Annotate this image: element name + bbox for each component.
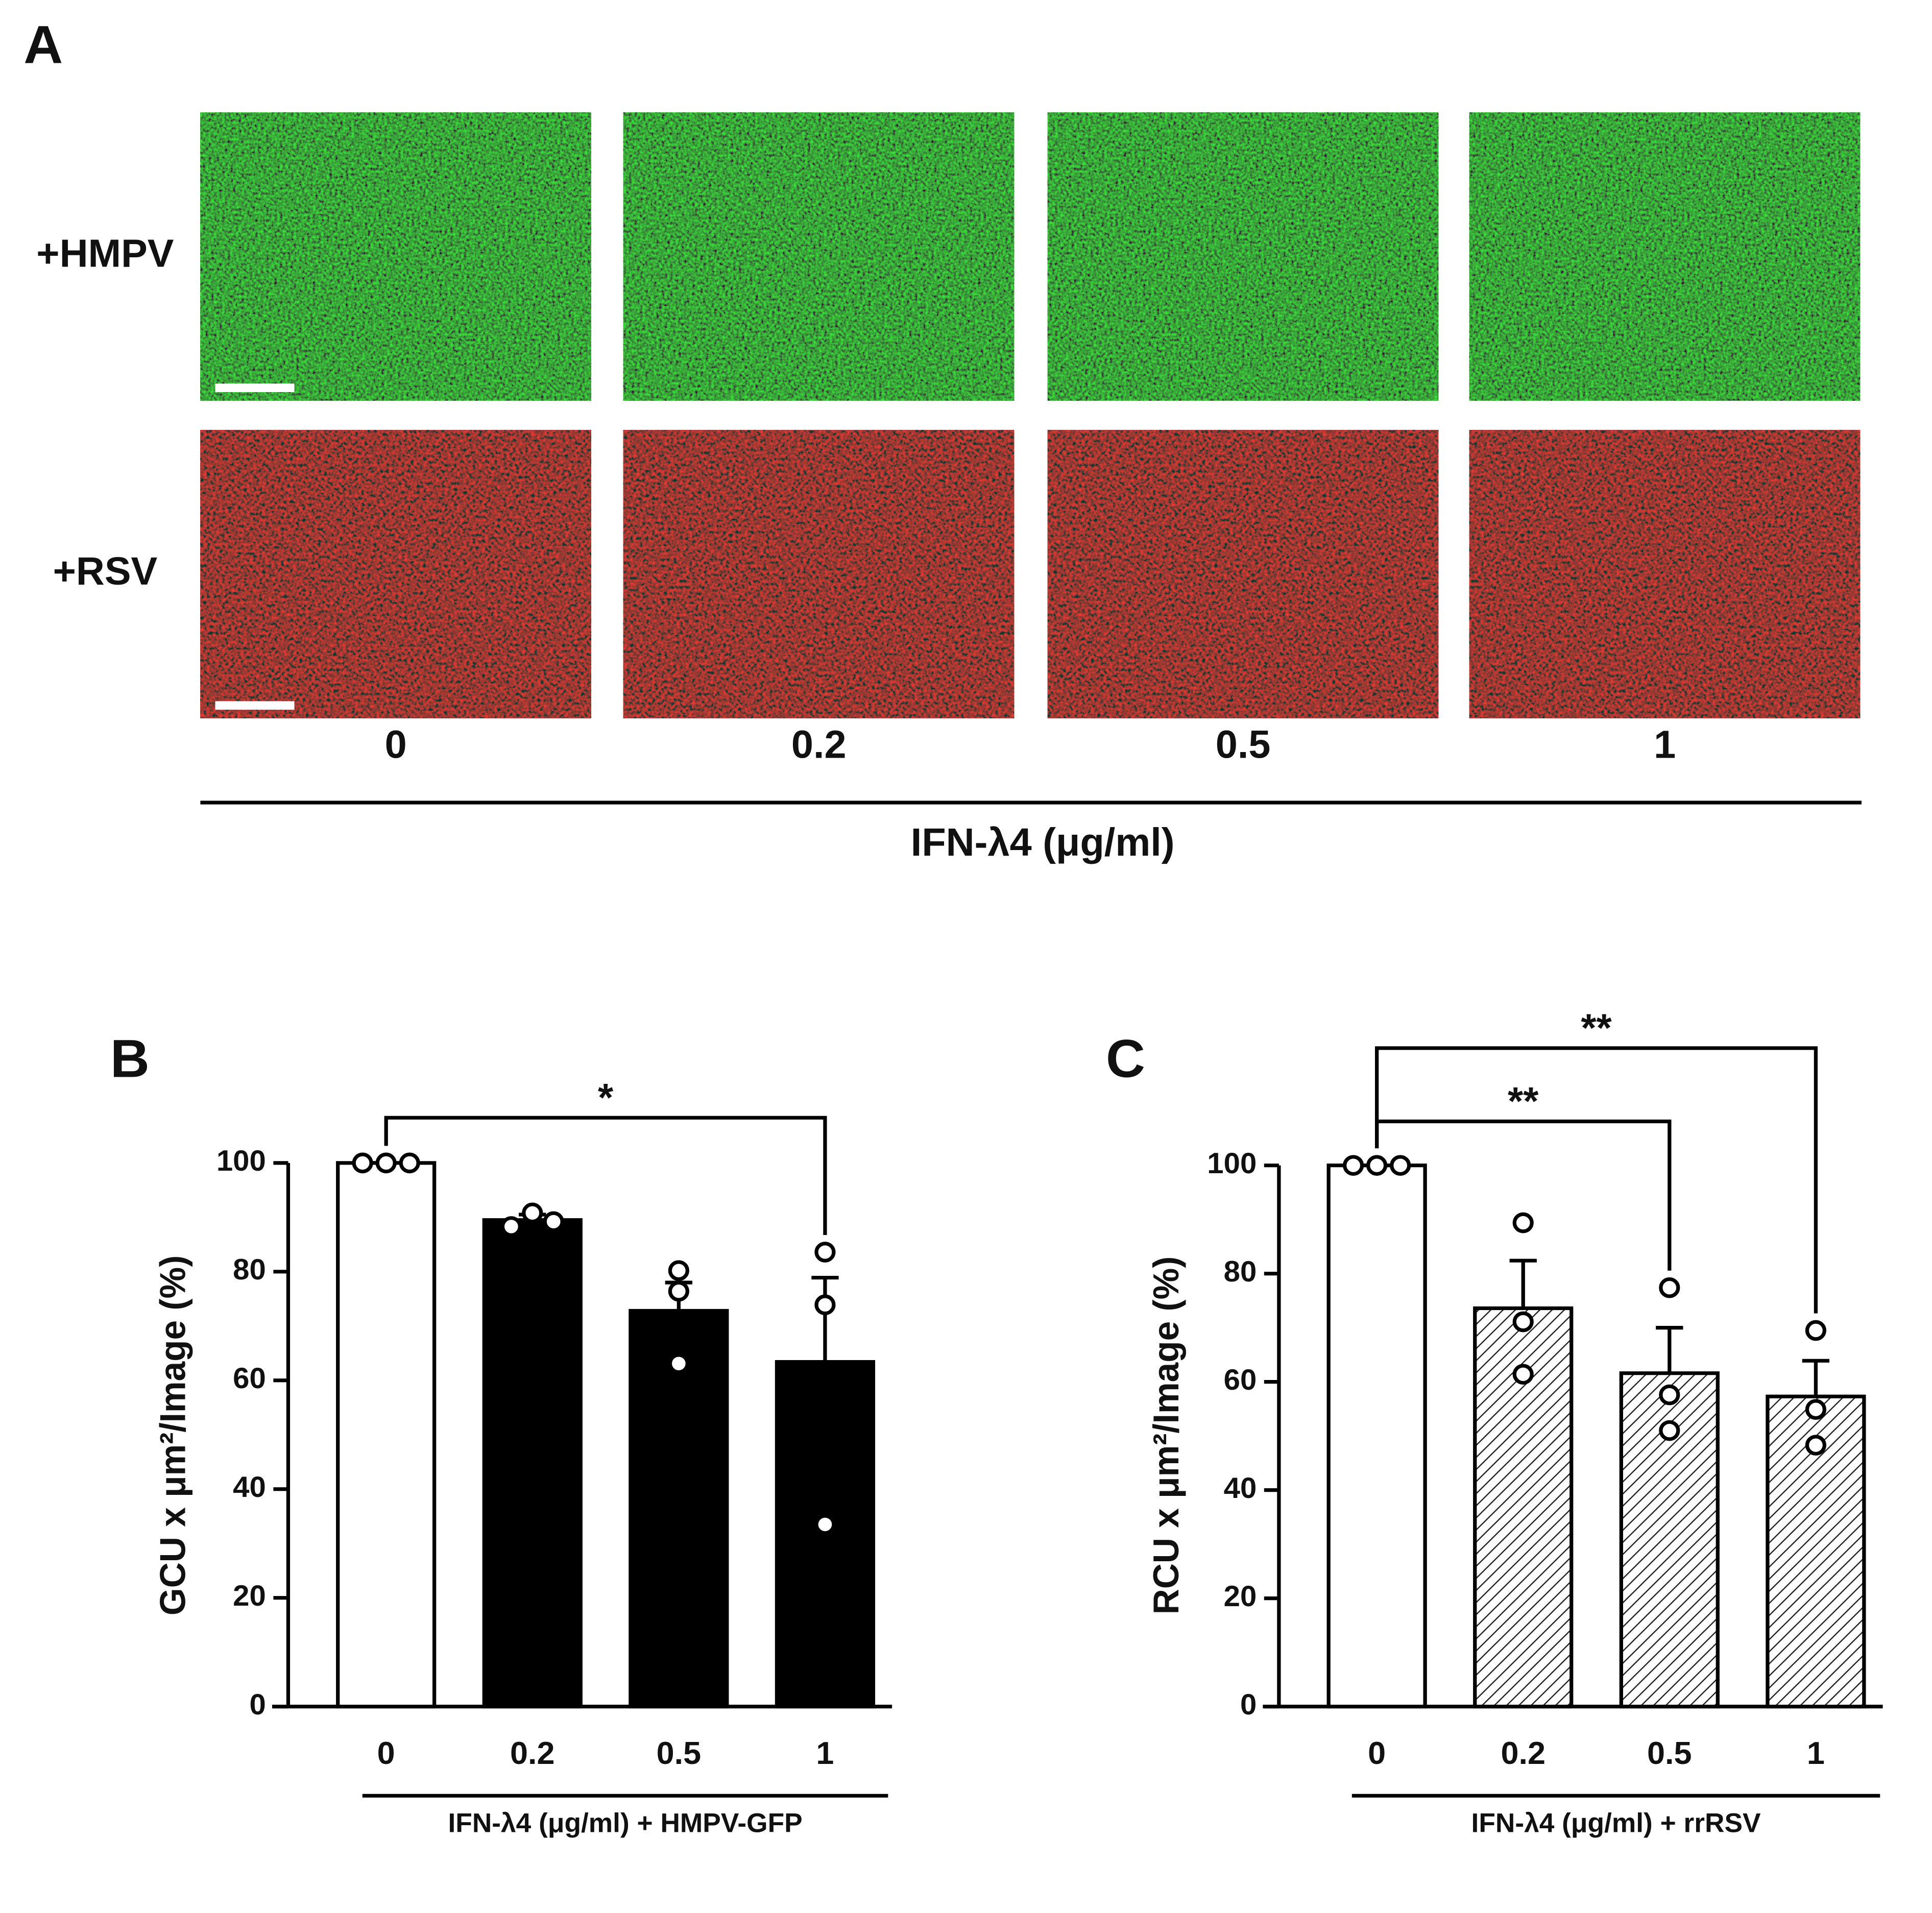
data-point bbox=[814, 1242, 836, 1263]
panel-label: B bbox=[110, 1029, 150, 1088]
micrograph-texture bbox=[623, 112, 1015, 401]
y-axis-label: GCU x μm²/Image (%) bbox=[153, 1255, 192, 1616]
x-tick-label: 0 bbox=[377, 1735, 395, 1771]
x-tick-label: 0 bbox=[1368, 1735, 1386, 1771]
micrograph-texture bbox=[623, 430, 1015, 718]
data-point bbox=[352, 1152, 373, 1174]
row-label: +HMPV bbox=[36, 232, 174, 275]
column-label: 0.2 bbox=[791, 723, 847, 766]
data-point bbox=[1512, 1311, 1534, 1333]
data-point bbox=[814, 1514, 836, 1535]
y-tick-label: 60 bbox=[233, 1362, 266, 1395]
y-tick-label: 80 bbox=[1224, 1255, 1257, 1288]
data-point bbox=[1805, 1399, 1826, 1420]
data-point bbox=[500, 1216, 522, 1237]
y-tick-label: 80 bbox=[233, 1253, 266, 1286]
x-axis-label: IFN-λ4 (μg/ml) + HMPV-GFP bbox=[448, 1808, 802, 1838]
bar bbox=[629, 1309, 729, 1709]
y-tick-label: 40 bbox=[233, 1471, 266, 1504]
panel-label: A bbox=[23, 15, 63, 75]
data-point bbox=[668, 1260, 689, 1281]
data-point bbox=[1659, 1384, 1680, 1406]
data-point bbox=[1512, 1364, 1534, 1385]
significance-bracket bbox=[384, 1116, 827, 1235]
micrograph-texture bbox=[1469, 112, 1861, 401]
data-point bbox=[668, 1353, 689, 1374]
y-tick-label: 0 bbox=[1240, 1688, 1257, 1721]
data-point bbox=[1805, 1435, 1826, 1456]
x-tick-label: 1 bbox=[1807, 1735, 1825, 1771]
y-tick-label: 100 bbox=[1207, 1147, 1257, 1180]
column-label: 0.5 bbox=[1216, 723, 1271, 766]
x-tick-label: 1 bbox=[816, 1735, 834, 1771]
y-tick-label: 0 bbox=[250, 1688, 266, 1721]
x-axis-label: IFN-λ4 (μg/ml) + rrRSV bbox=[1471, 1808, 1761, 1838]
significance-label: * bbox=[598, 1076, 613, 1119]
bar bbox=[482, 1218, 583, 1709]
data-point bbox=[522, 1202, 543, 1224]
data-point bbox=[375, 1152, 397, 1174]
micrograph-texture bbox=[1047, 112, 1439, 401]
data-point bbox=[543, 1211, 564, 1232]
data-point bbox=[1512, 1212, 1534, 1233]
y-tick-label: 60 bbox=[1224, 1364, 1257, 1396]
micrograph-texture bbox=[200, 112, 591, 401]
data-point bbox=[399, 1152, 420, 1174]
data-point bbox=[814, 1294, 836, 1316]
x-tick-label: 0.2 bbox=[510, 1735, 555, 1771]
y-axis-label: RCU x μm²/Image (%) bbox=[1146, 1256, 1186, 1615]
y-tick-label: 40 bbox=[1224, 1472, 1257, 1505]
significance-bracket bbox=[1375, 1046, 1818, 1314]
row-label: +RSV bbox=[53, 549, 158, 593]
data-point bbox=[1343, 1155, 1364, 1176]
bar bbox=[1326, 1164, 1427, 1709]
column-label: 0 bbox=[385, 723, 407, 766]
x-tick-label: 0.2 bbox=[1501, 1735, 1545, 1771]
significance-label: ** bbox=[1581, 1006, 1611, 1050]
scale-bar bbox=[215, 383, 295, 393]
significance-label: ** bbox=[1508, 1080, 1538, 1123]
micrograph-texture bbox=[1469, 430, 1861, 718]
axis-label: IFN-λ4 (μg/ml) bbox=[911, 820, 1175, 864]
x-tick-label: 0.5 bbox=[657, 1735, 702, 1771]
y-tick-label: 20 bbox=[233, 1580, 266, 1612]
column-label: 1 bbox=[1654, 723, 1676, 766]
scale-bar bbox=[215, 701, 295, 710]
data-point bbox=[1390, 1155, 1411, 1176]
x-tick-label: 0.5 bbox=[1647, 1735, 1692, 1771]
data-point bbox=[1659, 1277, 1680, 1298]
bar bbox=[336, 1161, 437, 1709]
micrograph-texture bbox=[1047, 430, 1439, 718]
panel-label: C bbox=[1106, 1029, 1145, 1088]
y-tick-label: 20 bbox=[1224, 1580, 1257, 1613]
data-point bbox=[1805, 1320, 1826, 1341]
data-point bbox=[668, 1280, 689, 1302]
micrographs bbox=[200, 112, 1861, 718]
data-point bbox=[1366, 1155, 1388, 1176]
data-point bbox=[1659, 1420, 1680, 1441]
y-tick-label: 100 bbox=[216, 1145, 266, 1177]
micrograph-texture bbox=[200, 430, 591, 718]
